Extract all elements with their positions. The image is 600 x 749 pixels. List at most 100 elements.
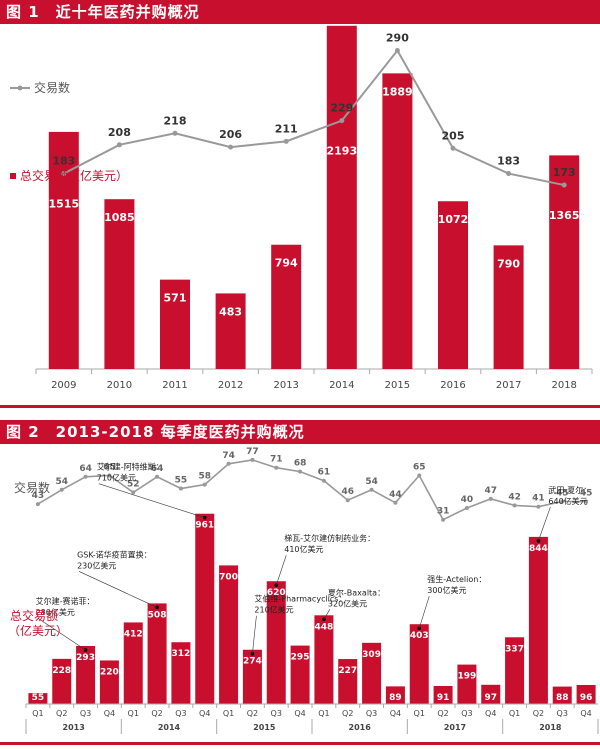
x-tick-label-q: Q1 [32, 709, 43, 718]
bar-2013 [271, 244, 302, 369]
deal-annotation: 梯瓦-艾尔建仿制药业务： [284, 533, 375, 543]
count-point-q [393, 500, 398, 505]
bar-q-23 [552, 686, 572, 704]
x-tick-label: 2009 [51, 380, 76, 391]
bar-q-5 [123, 622, 143, 704]
quarterly-chart: 55 228 293 220 412 508 312 961 700 274 620 295 448 22… [8, 447, 599, 734]
deal-annotation: 640亿美元 [548, 496, 587, 506]
x-tick-label-q: Q4 [104, 709, 115, 718]
bar-value-label-q: 309 [362, 650, 381, 660]
x-tick-label-q: Q4 [485, 709, 496, 718]
bar-value-label-q: 88 [556, 693, 569, 703]
x-tick-label-q: Q2 [437, 709, 448, 718]
deal-annotation: GSK-诺华疫苗置换： [77, 549, 152, 559]
bar-2016 [438, 201, 468, 369]
bar-q-20 [481, 684, 501, 704]
bar-q-6 [147, 603, 167, 704]
deal-annotation: 710亿美元 [97, 473, 136, 483]
count-point-q [59, 487, 64, 492]
count-point-q [417, 473, 422, 478]
count-value-label-q: 45 [580, 489, 593, 499]
count-point [283, 138, 289, 144]
count-value-label-q: 65 [103, 463, 116, 473]
x-tick-label: 2013 [273, 380, 298, 391]
bar-value-label-q: 700 [219, 572, 238, 582]
bar-q-3 [76, 645, 96, 704]
x-tick-label-q: Q2 [247, 709, 258, 718]
year-label: 2017 [444, 723, 466, 732]
count-value-label-q: 65 [413, 463, 426, 473]
count-line [63, 48, 565, 187]
bar-q-13 [314, 615, 334, 704]
count-line-q [37, 459, 587, 521]
bar-value-label-q: 961 [195, 521, 214, 531]
count-value-label-q: 77 [246, 447, 259, 457]
count-point-q [298, 469, 303, 474]
count-value-label-q: 42 [508, 492, 521, 502]
count-value-label-q: 31 [437, 507, 450, 517]
x-tick-label-q: Q4 [199, 709, 210, 718]
bar-q-22 [528, 536, 548, 704]
bar-2015 [382, 73, 413, 370]
count-value-label-q: 52 [127, 479, 140, 489]
bar-value-label: 1072 [438, 213, 469, 226]
bar-q-8 [195, 513, 215, 704]
x-tick-label: 2015 [385, 380, 410, 391]
bar-q-1 [28, 693, 48, 704]
x-tick-label-q: Q2 [533, 709, 544, 718]
bar-value-label: 790 [497, 257, 520, 270]
count-value-label: 183 [52, 155, 75, 168]
count-point-q [107, 473, 112, 478]
bar-q-10 [242, 649, 262, 704]
count-value-label-q: 74 [222, 451, 235, 461]
count-value-label-q: 45 [556, 489, 569, 499]
year-label: 2015 [253, 723, 276, 732]
x-tick-label-q: Q3 [557, 709, 568, 718]
x-tick-label-q: Q1 [509, 709, 520, 718]
separator [0, 405, 600, 408]
count-point-q [250, 457, 255, 462]
x-tick-label-q: Q4 [580, 709, 591, 718]
count-value-label-q: 41 [532, 494, 545, 504]
count-point-q [488, 496, 493, 501]
x-tick-label: 2018 [551, 380, 576, 391]
bar-q-12 [290, 645, 310, 704]
count-point-q [202, 482, 207, 487]
deal-annotation: 210亿美元 [254, 605, 293, 615]
deal-annotation: 300亿美元 [427, 585, 466, 595]
deal-annotation: 320亿美元 [328, 598, 367, 608]
count-point-q [83, 474, 88, 479]
legend-count-label-q: 交易数 [14, 480, 50, 495]
bar-q-15 [362, 642, 382, 704]
deal-annotation: 280亿美元 [36, 607, 75, 617]
count-value-label-q: 47 [484, 486, 497, 496]
x-tick-label: 2017 [496, 380, 521, 391]
deal-annotation: 强生-Actelion： [427, 574, 486, 584]
count-value-label: 218 [164, 114, 187, 127]
legend-amount-swatch [10, 173, 16, 179]
bar-2017 [493, 245, 524, 369]
bar-q-24 [576, 684, 596, 704]
bar-2014 [326, 25, 357, 369]
bar-q-9 [219, 565, 239, 704]
legend-amount-label-q1: 总交易额 [10, 608, 58, 623]
count-value-label: 183 [497, 155, 520, 168]
legend-amount-label-q2: （亿美元） [8, 623, 68, 638]
x-tick-label-q: Q1 [223, 709, 234, 718]
bar-value-label-q: 337 [505, 644, 524, 654]
x-tick-label-q: Q3 [80, 709, 91, 718]
x-tick-label: 2012 [218, 380, 243, 391]
deal-leader [275, 555, 287, 586]
count-point [506, 171, 512, 177]
count-value-label-q: 55 [175, 476, 188, 486]
bar-value-label-q: 293 [76, 653, 95, 663]
count-value-label-q: 46 [341, 487, 354, 497]
count-point-q [178, 486, 183, 491]
count-point-q [560, 499, 565, 504]
count-value-label-q: 44 [389, 490, 402, 500]
count-point-q [131, 490, 136, 495]
year-label: 2014 [158, 723, 181, 732]
bar-value-label-q: 89 [389, 693, 402, 703]
bar-q-17 [409, 624, 429, 704]
separator-bottom [0, 742, 600, 745]
